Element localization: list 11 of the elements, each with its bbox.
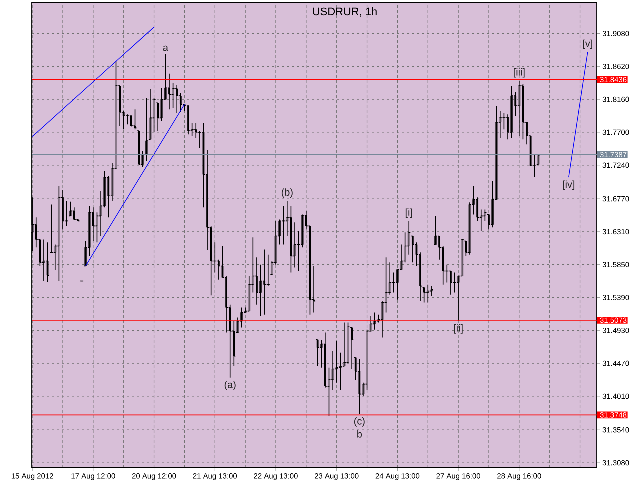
annotation: b	[358, 430, 362, 438]
annotation: (a)	[224, 381, 236, 390]
chart-title: USDRUR, 1h	[313, 8, 377, 17]
annotation: [ii]	[454, 324, 463, 334]
annotation: [iii]	[514, 68, 525, 78]
annotation: [i]	[406, 208, 412, 218]
annotation: a	[163, 46, 168, 52]
annotation: (b)	[282, 188, 293, 198]
annotation: (c)	[354, 418, 365, 427]
annotation: [iv]	[563, 180, 575, 190]
annotation: [v]	[583, 40, 592, 50]
